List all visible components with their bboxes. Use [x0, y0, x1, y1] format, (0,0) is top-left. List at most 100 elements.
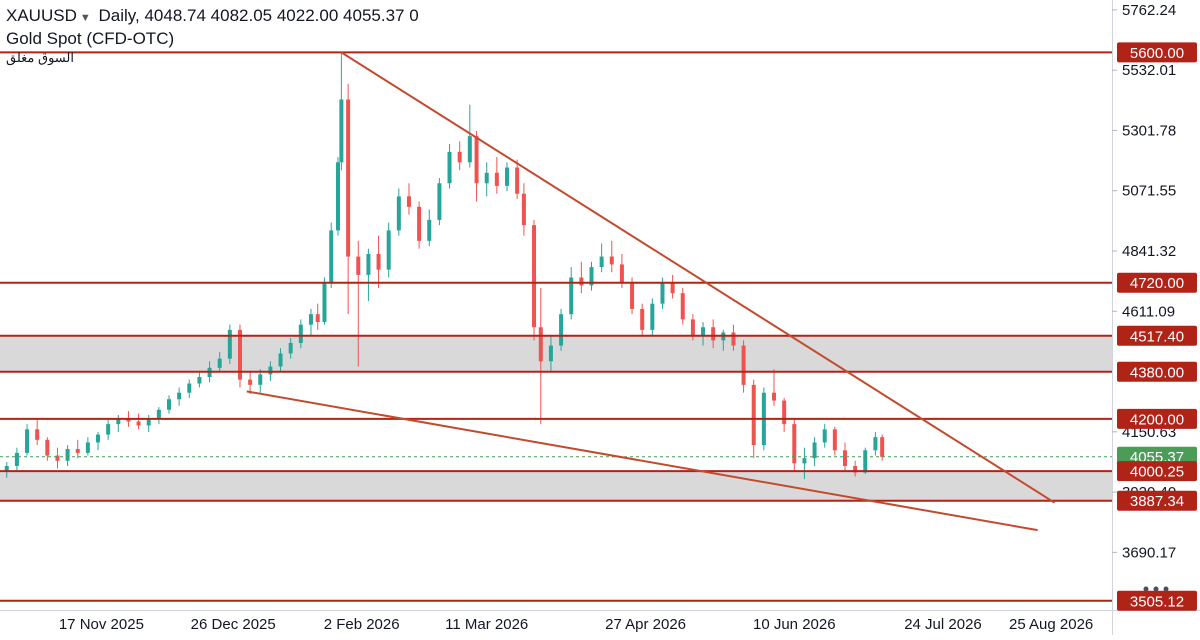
- candle: [335, 157, 340, 236]
- candle-body: [356, 256, 361, 275]
- price-level-badge-bg: [1117, 461, 1197, 482]
- price-level-badge: 5600.00: [1117, 42, 1197, 63]
- price-level-badge: 4200.00: [1117, 408, 1197, 429]
- candle: [504, 162, 509, 192]
- ohlc-high: 4082.05: [210, 6, 273, 25]
- candle-body: [832, 429, 837, 451]
- candle: [559, 308, 564, 351]
- time-tick-label: 25 Aug 2026: [1009, 616, 1093, 633]
- price-tick-label: 4841.32: [1122, 243, 1176, 260]
- candle: [437, 178, 442, 226]
- candle: [197, 371, 202, 388]
- candle-body: [650, 303, 655, 330]
- candle: [45, 437, 50, 461]
- candle: [822, 424, 827, 448]
- candle-body: [504, 167, 509, 186]
- candle-body: [288, 342, 293, 354]
- candle-body: [538, 327, 543, 362]
- candle: [589, 261, 594, 291]
- candle-body: [521, 193, 526, 226]
- dot: [1153, 586, 1159, 592]
- candle: [106, 418, 111, 440]
- trend-line: [246, 390, 1038, 532]
- candle-body: [339, 99, 344, 163]
- price-level-badge-label: 5600.00: [1130, 45, 1184, 62]
- candle-body: [14, 452, 19, 467]
- more-options-icon[interactable]: [1143, 586, 1169, 592]
- candle-body: [268, 366, 273, 375]
- time-tick-label: 10 Jun 2026: [753, 616, 836, 633]
- candle-body: [427, 219, 432, 241]
- candle-body: [136, 421, 141, 426]
- instrument-name: Gold Spot (CFD-OTC): [6, 29, 175, 48]
- candle-body: [187, 383, 192, 393]
- candle: [569, 267, 574, 320]
- ohlc-open: 4048.74: [144, 6, 206, 25]
- candle-body: [237, 329, 242, 380]
- ohlc-low: 4022.00: [276, 6, 339, 25]
- price-tick-label: 3690.17: [1122, 544, 1176, 561]
- candle-body: [25, 429, 30, 453]
- candle: [25, 424, 30, 456]
- candle-body: [792, 424, 797, 464]
- candle-body: [873, 437, 878, 451]
- candle-body: [569, 277, 574, 315]
- price-axis: 5762.24 5532.01 5301.78 5071.55 4841.32 4611.…: [1112, 2, 1176, 561]
- candle-body: [417, 206, 422, 241]
- price-level-badge-label: 4200.00: [1130, 411, 1184, 428]
- market-status: السوق مغلق: [6, 50, 74, 65]
- candle-body: [741, 345, 746, 385]
- time-tick-label: 17 Nov 2025: [59, 616, 144, 633]
- candle-body: [45, 439, 50, 456]
- candle: [166, 395, 171, 414]
- symbol-label[interactable]: XAUUSD: [6, 6, 77, 25]
- symbol-dropdown-icon[interactable]: ▼: [79, 12, 91, 24]
- candle-body: [751, 384, 756, 446]
- time-tick-label: 2 Feb 2026: [324, 616, 400, 633]
- candle-body: [660, 282, 665, 304]
- price-level-badge-label: 4380.00: [1130, 364, 1184, 381]
- price-level-badge-bg: [1117, 325, 1197, 346]
- candle-body: [772, 392, 777, 401]
- price-level-badge-bg: [1117, 408, 1197, 429]
- price-level-badges: 5600.004720.004517.404380.004200.004055.…: [1117, 42, 1197, 611]
- candle-body: [599, 256, 604, 268]
- price-level-badge-label: 4000.25: [1130, 464, 1184, 481]
- price-level-badge: 4000.25: [1117, 461, 1197, 482]
- candle-body: [690, 319, 695, 336]
- candle-body: [278, 353, 283, 367]
- candle-body: [782, 400, 787, 425]
- sr-zone: [0, 335, 1112, 372]
- candle: [406, 183, 411, 215]
- candle-body: [680, 293, 685, 320]
- candle: [75, 439, 80, 459]
- candle-body: [258, 374, 263, 385]
- price-level-badge: 3505.12: [1117, 590, 1197, 611]
- candle-body: [640, 308, 645, 330]
- candle: [772, 369, 777, 406]
- candle: [346, 83, 351, 315]
- candle: [146, 414, 151, 432]
- candle-body: [227, 329, 232, 359]
- candle-body: [75, 448, 80, 453]
- price-level-badge: 4720.00: [1117, 272, 1197, 293]
- price-level-badge-bg: [1117, 42, 1197, 63]
- candle-body: [853, 466, 858, 473]
- candle: [339, 52, 344, 171]
- candle-body: [812, 442, 817, 459]
- candle: [467, 104, 472, 168]
- candle-body: [822, 429, 827, 443]
- candle-body: [589, 267, 594, 286]
- candle-body: [548, 345, 553, 362]
- candle: [741, 340, 746, 393]
- ohlc-change: 0: [409, 6, 419, 25]
- candle-body: [515, 167, 520, 194]
- candle-body: [85, 442, 90, 453]
- candle-body: [146, 418, 151, 426]
- candle: [227, 324, 232, 364]
- candle: [650, 298, 655, 336]
- candle: [35, 420, 40, 446]
- candle: [417, 201, 422, 249]
